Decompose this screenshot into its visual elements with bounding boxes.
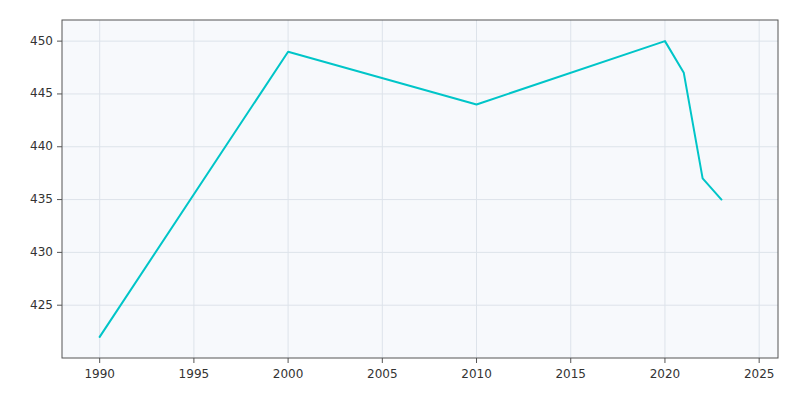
- y-grid-line: [62, 199, 778, 200]
- y-tick-label: 450: [30, 34, 53, 48]
- x-tick-label: 2020: [650, 367, 681, 381]
- x-tick: [99, 358, 100, 363]
- y-tick-label: 440: [30, 139, 53, 153]
- x-grid-line: [193, 20, 194, 358]
- x-tick: [382, 358, 383, 363]
- y-grid-line: [62, 41, 778, 42]
- x-tick: [664, 358, 665, 363]
- y-tick-label: 435: [30, 192, 53, 206]
- y-grid-line: [62, 305, 778, 306]
- x-tick-label: 2015: [555, 367, 586, 381]
- y-tick: [57, 252, 62, 253]
- x-tick-label: 2000: [273, 367, 304, 381]
- y-tick: [57, 305, 62, 306]
- x-tick-label: 1990: [84, 367, 115, 381]
- line: [100, 41, 722, 337]
- x-tick: [193, 358, 194, 363]
- x-grid-line: [664, 20, 665, 358]
- grid: [62, 20, 778, 358]
- y-tick: [57, 41, 62, 42]
- y-tick: [57, 146, 62, 147]
- x-tick-label: 2010: [461, 367, 492, 381]
- x-grid-line: [382, 20, 383, 358]
- y-tick-label: 425: [30, 298, 53, 312]
- x-grid-line: [99, 20, 100, 358]
- x-tick-label: 2005: [367, 367, 398, 381]
- plot-area: [62, 20, 778, 358]
- y-tick-label: 430: [30, 245, 53, 259]
- x-tick-label: 2025: [744, 367, 775, 381]
- y-grid-line: [62, 146, 778, 147]
- x-tick: [476, 358, 477, 363]
- y-grid-line: [62, 93, 778, 94]
- x-tick: [759, 358, 760, 363]
- x-tick-label: 1995: [179, 367, 210, 381]
- x-grid-line: [288, 20, 289, 358]
- series-group: [100, 41, 722, 337]
- y-tick-label: 445: [30, 86, 53, 100]
- y-tick: [57, 93, 62, 94]
- x-grid-line: [759, 20, 760, 358]
- chart-container: 425 430 435 440 445 450 1990 1995 2000 2005 2010 20…: [0, 0, 800, 400]
- x-tick: [288, 358, 289, 363]
- x-grid-line: [476, 20, 477, 358]
- x-tick: [570, 358, 571, 363]
- y-tick: [57, 199, 62, 200]
- axes: 425 430 435 440 445 450 1990 1995 2000 2005 2010 20…: [30, 20, 778, 381]
- x-grid-line: [570, 20, 571, 358]
- chart: 425 430 435 440 445 450 1990 1995 2000 2005 2010 20…: [0, 0, 800, 400]
- page: {"chart_data": {"type": "line", "x": [19…: [0, 0, 800, 400]
- plot-frame: [62, 20, 778, 358]
- y-grid-line: [62, 252, 778, 253]
